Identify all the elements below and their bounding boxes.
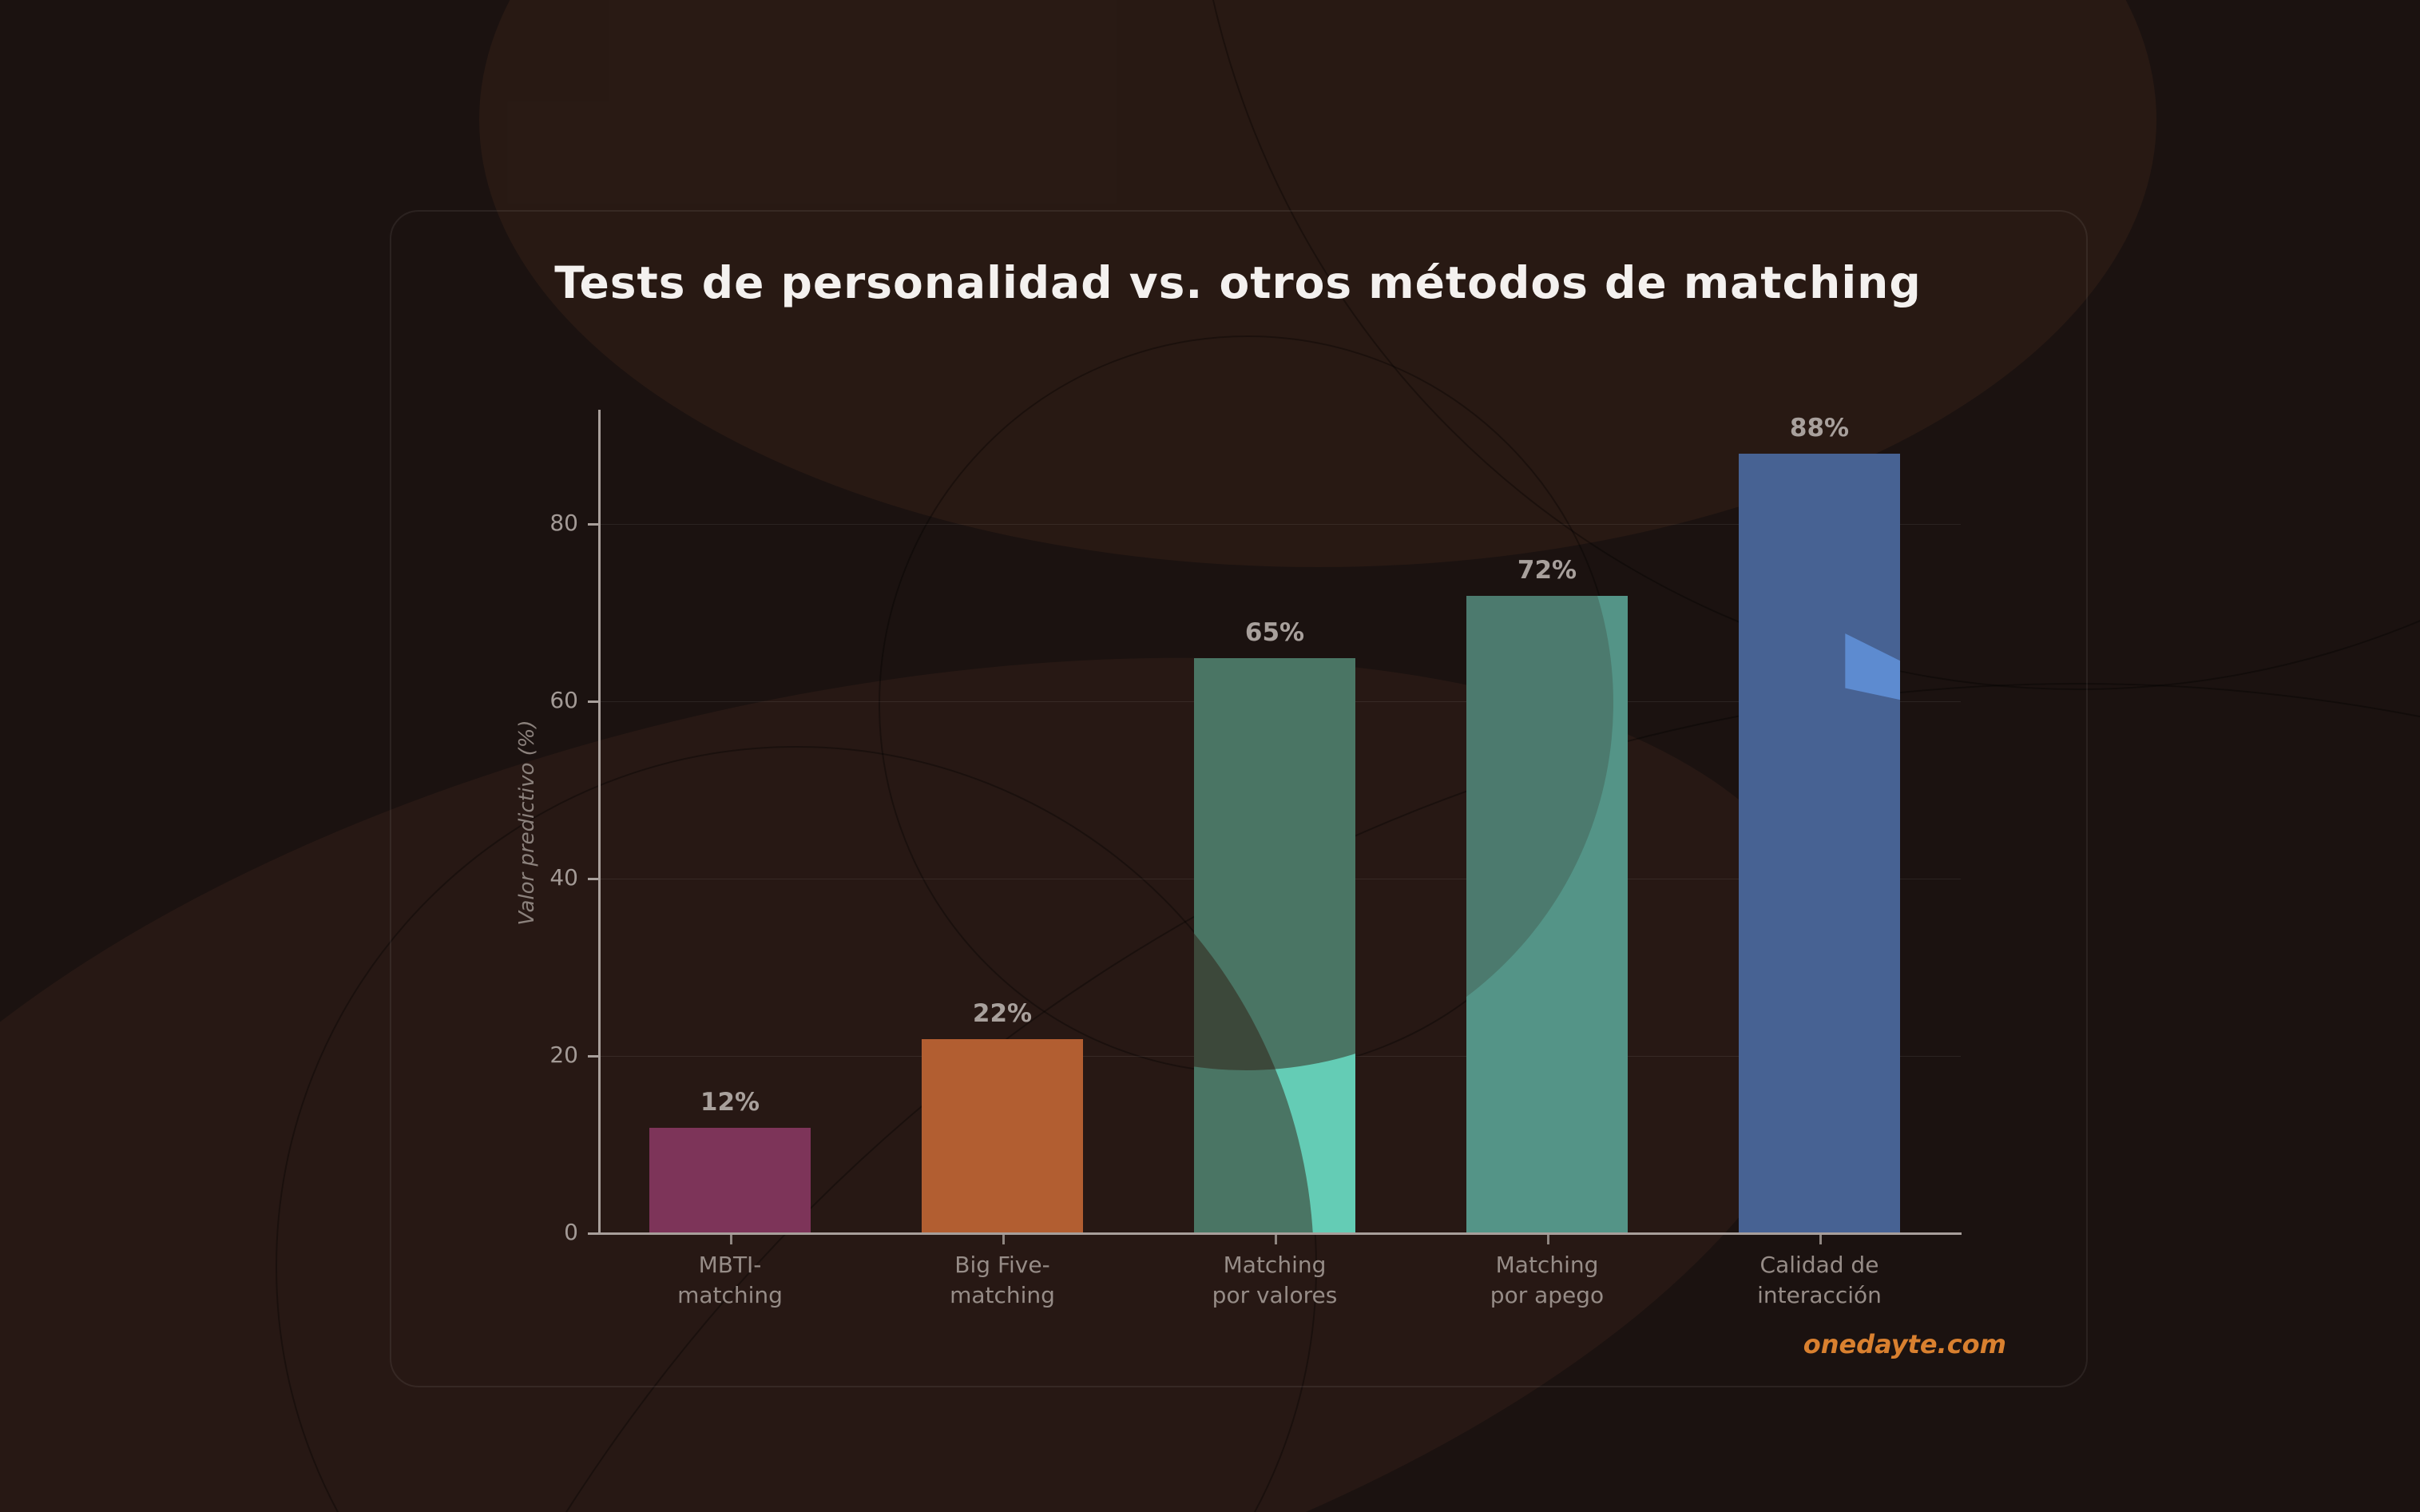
y-tick-label: 80	[549, 510, 578, 537]
x-category-label: Matching por valores	[1212, 1250, 1338, 1311]
bar-big-five-matching	[922, 1038, 1083, 1234]
x-tick-mark	[730, 1234, 732, 1244]
bar-group-big-five-matching: 22% Big Five- matching	[922, 410, 1083, 1308]
plot-area: 0 20 40 60 80 12% MBTI- matching 22% Big…	[549, 410, 1962, 1308]
chart-card-frame	[390, 210, 2088, 1387]
x-tick-mark	[1819, 1234, 1822, 1244]
x-category-label: MBTI- matching	[677, 1250, 783, 1311]
bar-group-mbti-matching: 12% MBTI- matching	[649, 410, 811, 1308]
dark-circle-overlay	[1466, 596, 1613, 1071]
y-tick-label: 20	[549, 1042, 578, 1069]
bar-value-label: 72%	[1517, 556, 1577, 585]
bar-group-matching-por-apego: 72% Matching por apego	[1466, 410, 1628, 1308]
y-tick-mark	[588, 878, 599, 881]
x-tick-mark	[1002, 1234, 1005, 1244]
bar-matching-por-apego	[1466, 596, 1628, 1234]
bar-value-label: 12%	[700, 1087, 760, 1117]
y-tick-mark	[588, 1055, 599, 1058]
bar-matching-por-valores	[1194, 657, 1355, 1234]
x-category-label: Calidad de interacción	[1757, 1250, 1882, 1311]
bar-value-label: 88%	[1789, 414, 1850, 443]
category-line-1: MBTI-	[698, 1252, 762, 1278]
bar-group-matching-por-valores: 65% Matching por valores	[1194, 410, 1355, 1308]
category-line-2: por valores	[1212, 1281, 1338, 1308]
y-axis-label: Valor predictivo (%)	[515, 720, 539, 926]
y-tick-label: 40	[549, 864, 578, 891]
category-line-1: Calidad de	[1759, 1252, 1879, 1278]
y-axis-line	[598, 410, 601, 1234]
category-line-2: por apego	[1490, 1281, 1605, 1308]
y-tick-label: 0	[564, 1219, 578, 1245]
bar-group-calidad-de-interaccion: 88% Calidad de interacción	[1739, 410, 1900, 1308]
chart-title: Tests de personalidad vs. otros métodos …	[554, 257, 1922, 308]
y-tick-mark	[588, 1232, 599, 1235]
x-tick-mark	[1275, 1234, 1277, 1244]
category-line-1: Matching	[1495, 1252, 1599, 1278]
category-line-1: Big Five-	[954, 1252, 1050, 1278]
bar-value-label: 22%	[972, 998, 1033, 1028]
bright-highlight-patch	[1845, 633, 1900, 700]
category-line-1: Matching	[1223, 1252, 1327, 1278]
x-category-label: Matching por apego	[1490, 1250, 1604, 1311]
y-tick-label: 60	[549, 687, 578, 714]
bar-value-label: 65%	[1244, 617, 1305, 647]
category-line-2: matching	[677, 1281, 783, 1308]
category-line-2: interacción	[1757, 1281, 1882, 1308]
gridline-80	[599, 524, 1961, 526]
category-line-2: matching	[950, 1281, 1055, 1308]
y-tick-mark	[588, 523, 599, 526]
dark-circle-overlay	[1194, 657, 1355, 1070]
x-tick-mark	[1547, 1234, 1549, 1244]
y-tick-mark	[588, 700, 599, 704]
bar-mbti-matching	[649, 1127, 811, 1234]
watermark-site-url: onedayte.com	[1803, 1329, 2006, 1359]
bar-calidad-de-interaccion	[1739, 454, 1900, 1234]
x-axis-line	[598, 1232, 1962, 1235]
x-category-label: Big Five- matching	[950, 1250, 1055, 1311]
